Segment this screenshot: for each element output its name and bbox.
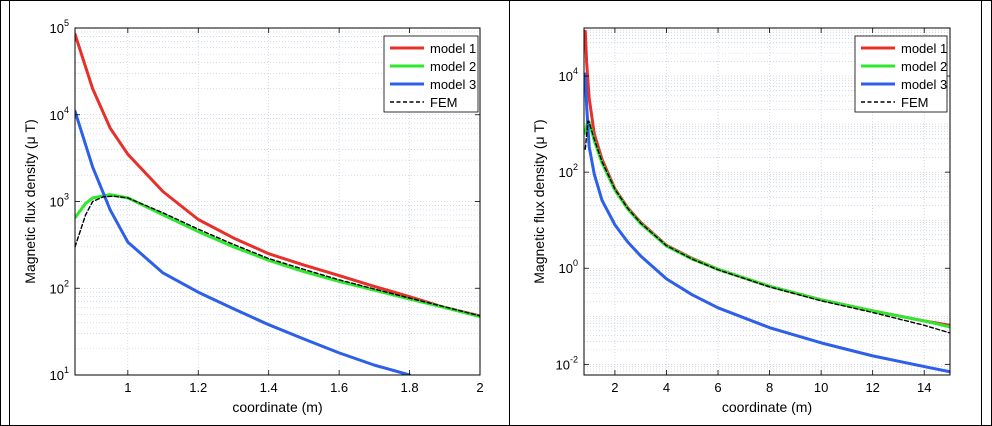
y-axis-label: Magnetic flux density (μ T) bbox=[22, 119, 38, 283]
series-group bbox=[75, 32, 480, 375]
x-tick-label: 1.8 bbox=[401, 380, 419, 395]
y-tick-label: 103 bbox=[50, 192, 69, 210]
legend-label: FEM bbox=[430, 95, 457, 110]
x-tick-label: 1.2 bbox=[189, 380, 207, 395]
series-line-fem bbox=[584, 120, 950, 334]
y-tick-base: 10 bbox=[50, 21, 64, 36]
legend: model 1 model 2 model 3 FEM bbox=[383, 35, 479, 113]
legend-label: FEM bbox=[901, 95, 928, 110]
x-tick-label: 8 bbox=[766, 380, 773, 395]
y-tick-label: 104 bbox=[559, 66, 578, 84]
legend-label: model 2 bbox=[901, 59, 947, 74]
x-tick-label: 14 bbox=[917, 380, 931, 395]
y-tick-exponent: -2 bbox=[570, 354, 578, 364]
legend-label: model 2 bbox=[430, 59, 476, 74]
y-tick-base: 10 bbox=[50, 195, 64, 210]
plot-area-frame bbox=[583, 27, 951, 376]
x-tick-label: 12 bbox=[865, 380, 879, 395]
y-tick-exponent: 1 bbox=[64, 365, 69, 375]
y-tick-base: 10 bbox=[50, 368, 64, 383]
y-tick-label: 101 bbox=[50, 365, 69, 383]
x-tick-label: 1.4 bbox=[260, 380, 278, 395]
legend-label: model 1 bbox=[430, 41, 476, 56]
y-tick-label: 100 bbox=[559, 258, 578, 276]
y-axis-label: Magnetic flux density (μ T) bbox=[531, 119, 547, 283]
series-line-model-1 bbox=[75, 32, 480, 318]
series-group bbox=[584, 29, 950, 374]
series-line-model-3 bbox=[584, 72, 950, 374]
x-tick-label: 1.6 bbox=[330, 380, 348, 395]
y-tick-exponent: 0 bbox=[573, 258, 578, 268]
y-tick-base: 10 bbox=[559, 261, 573, 276]
x-axis-label: coordinate (m) bbox=[722, 399, 812, 415]
x-tick-label: 2 bbox=[611, 380, 618, 395]
y-tick-label: 105 bbox=[50, 18, 69, 36]
x-tick-label: 10 bbox=[814, 380, 828, 395]
legend-label: model 3 bbox=[901, 77, 947, 92]
y-tick-label: 104 bbox=[50, 105, 69, 123]
y-tick-base: 10 bbox=[559, 69, 573, 84]
y-tick-exponent: 2 bbox=[573, 162, 578, 172]
y-tick-label: 102 bbox=[559, 162, 578, 180]
x-tick-label: 1 bbox=[124, 380, 131, 395]
series-line-fem bbox=[75, 195, 480, 317]
y-tick-label: 102 bbox=[50, 278, 69, 296]
x-tick-label: 4 bbox=[663, 380, 670, 395]
legend: model 1 model 2 model 3 FEM bbox=[854, 35, 948, 113]
y-tick-exponent: 4 bbox=[64, 105, 69, 115]
y-tick-base: 10 bbox=[50, 108, 64, 123]
y-tick-label: 10-2 bbox=[556, 354, 578, 372]
y-tick-exponent: 3 bbox=[64, 192, 69, 202]
y-tick-base: 10 bbox=[556, 357, 570, 372]
x-tick-label: 6 bbox=[714, 380, 721, 395]
series-line-model-3 bbox=[75, 109, 412, 375]
chart-left: 1 1.2 1.4 1.6 1.8 2101102103104105coordinate … bbox=[22, 18, 484, 415]
legend-label: model 3 bbox=[430, 77, 476, 92]
series-line-model-2 bbox=[75, 193, 480, 319]
y-tick-exponent: 5 bbox=[64, 18, 69, 28]
y-tick-exponent: 4 bbox=[573, 66, 578, 76]
y-tick-base: 10 bbox=[50, 281, 64, 296]
x-axis-label: coordinate (m) bbox=[232, 399, 322, 415]
y-tick-exponent: 2 bbox=[64, 278, 69, 288]
x-tick-label: 2 bbox=[476, 380, 483, 395]
legend-label: model 1 bbox=[901, 41, 947, 56]
y-tick-base: 10 bbox=[559, 165, 573, 180]
